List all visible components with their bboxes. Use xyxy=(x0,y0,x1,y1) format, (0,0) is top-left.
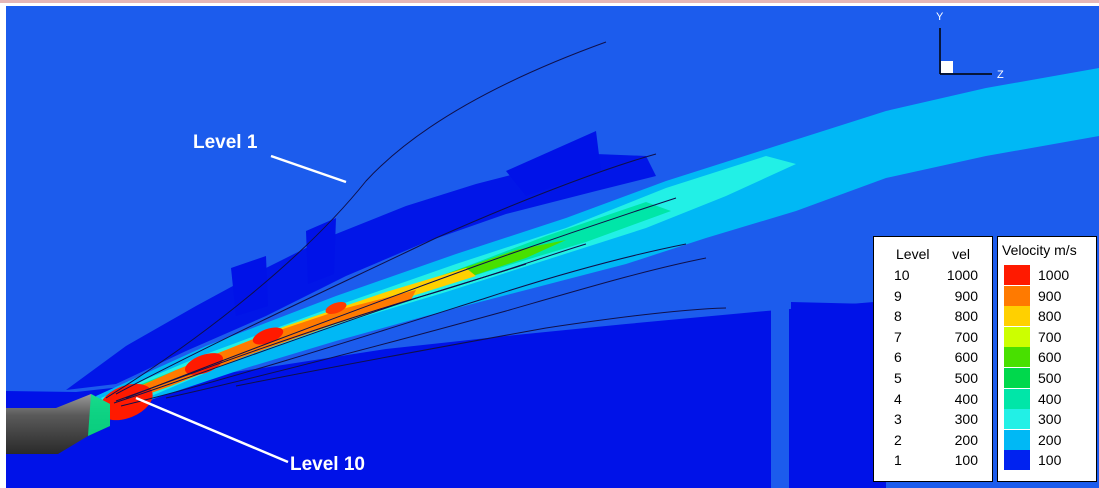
level-table-row: 6 600 xyxy=(874,347,992,367)
legend-color-swatch xyxy=(1004,450,1030,471)
level-number: 7 xyxy=(894,328,902,345)
legend-color-swatch xyxy=(1004,265,1030,285)
level-number: 4 xyxy=(894,390,902,407)
level-table-row: 2 200 xyxy=(874,430,992,450)
level-number: 10 xyxy=(894,267,910,283)
level-number: 6 xyxy=(894,349,902,366)
level-table-row: 7 700 xyxy=(874,327,992,347)
level-velocity-value: 800 xyxy=(954,308,978,325)
level-10-callout: Level 10 xyxy=(290,454,365,475)
level-table: Level vel 10 1000 9 900 8 800 7 700 6 600 5 500 4 400… xyxy=(873,236,993,482)
speckle-patch-c xyxy=(506,131,601,196)
level-number: 2 xyxy=(894,431,902,448)
level-velocity-value: 300 xyxy=(954,411,978,428)
core-level-1000-b xyxy=(252,327,284,345)
level-velocity-value: 600 xyxy=(954,349,978,366)
contour-lines xyxy=(105,41,727,407)
top-border-line xyxy=(0,0,1099,3)
level-column-header: Level xyxy=(896,246,930,262)
axis-origin-box xyxy=(941,61,953,73)
level-number: 9 xyxy=(894,287,902,304)
nozzle-exit-ring xyxy=(88,394,110,436)
level-1-leader-line xyxy=(270,154,347,184)
level-1-callout: Level 1 xyxy=(193,132,258,153)
legend-color-swatch xyxy=(1004,409,1030,430)
legend-value-label: 600 xyxy=(1038,349,1062,366)
level-velocity-value: 400 xyxy=(954,390,978,407)
legend-value-label: 200 xyxy=(1038,431,1062,448)
level-table-row: 3 300 xyxy=(874,409,992,429)
legend-value-label: 100 xyxy=(1038,452,1062,469)
level-table-row: 5 500 xyxy=(874,368,992,388)
legend-value-label: 800 xyxy=(1038,308,1062,325)
level-table-row: 10 1000 xyxy=(874,265,992,285)
level-10-leader-line xyxy=(135,396,289,464)
axis-triad xyxy=(939,28,992,75)
level-table-row: 9 900 xyxy=(874,286,992,306)
legend-value-label: 500 xyxy=(1038,370,1062,386)
y-axis-label: Y xyxy=(936,11,944,23)
level-velocity-value: 500 xyxy=(954,370,978,386)
legend-value-label: 1000 xyxy=(1038,267,1070,283)
core-level-1000-a xyxy=(184,353,224,375)
legend-value-label: 700 xyxy=(1038,328,1062,345)
wall-strip xyxy=(771,306,789,488)
level-number: 1 xyxy=(894,452,902,469)
level-velocity-value: 900 xyxy=(954,287,978,304)
low-velocity-zone-right xyxy=(791,302,871,488)
level-number: 5 xyxy=(894,370,902,386)
legend-value-label: 900 xyxy=(1038,287,1062,304)
level-table-row: 1 100 xyxy=(874,450,992,470)
vel-column-header: vel xyxy=(952,246,970,262)
speckle-patch-b xyxy=(306,218,336,284)
velocity-legend: Velocity m/s 1000 900 800 700 600 500 400 300 20… xyxy=(997,236,1097,482)
z-axis-label: Z xyxy=(997,69,1004,81)
level-velocity-value: 100 xyxy=(954,452,978,469)
legend-color-swatch xyxy=(1004,388,1030,409)
low-velocity-zone-left xyxy=(6,301,886,488)
legend-color-swatch xyxy=(1004,429,1030,450)
level-velocity-value: 1000 xyxy=(946,267,978,283)
level-table-header: Level vel xyxy=(874,244,992,264)
legend-value-label: 400 xyxy=(1038,390,1062,407)
legend-color-swatch xyxy=(1004,306,1030,327)
level-velocity-value: 700 xyxy=(954,328,978,345)
core-level-1000-c xyxy=(325,301,347,315)
legend-color-swatch xyxy=(1004,368,1030,388)
legend-color-swatch xyxy=(1004,285,1030,306)
shear-layer-speckle xyxy=(66,154,656,390)
velocity-legend-title: Velocity m/s xyxy=(1002,242,1077,258)
legend-value-label: 300 xyxy=(1038,411,1062,428)
level-table-row: 4 400 xyxy=(874,389,992,409)
nozzle-body xyxy=(6,394,110,454)
level-velocity-value: 200 xyxy=(954,431,978,448)
legend-color-swatch xyxy=(1004,347,1030,368)
level-number: 8 xyxy=(894,308,902,325)
level-number: 3 xyxy=(894,411,902,428)
level-table-row: 8 800 xyxy=(874,306,992,326)
speckle-patch-a xyxy=(231,256,268,316)
legend-color-swatch xyxy=(1004,326,1030,347)
